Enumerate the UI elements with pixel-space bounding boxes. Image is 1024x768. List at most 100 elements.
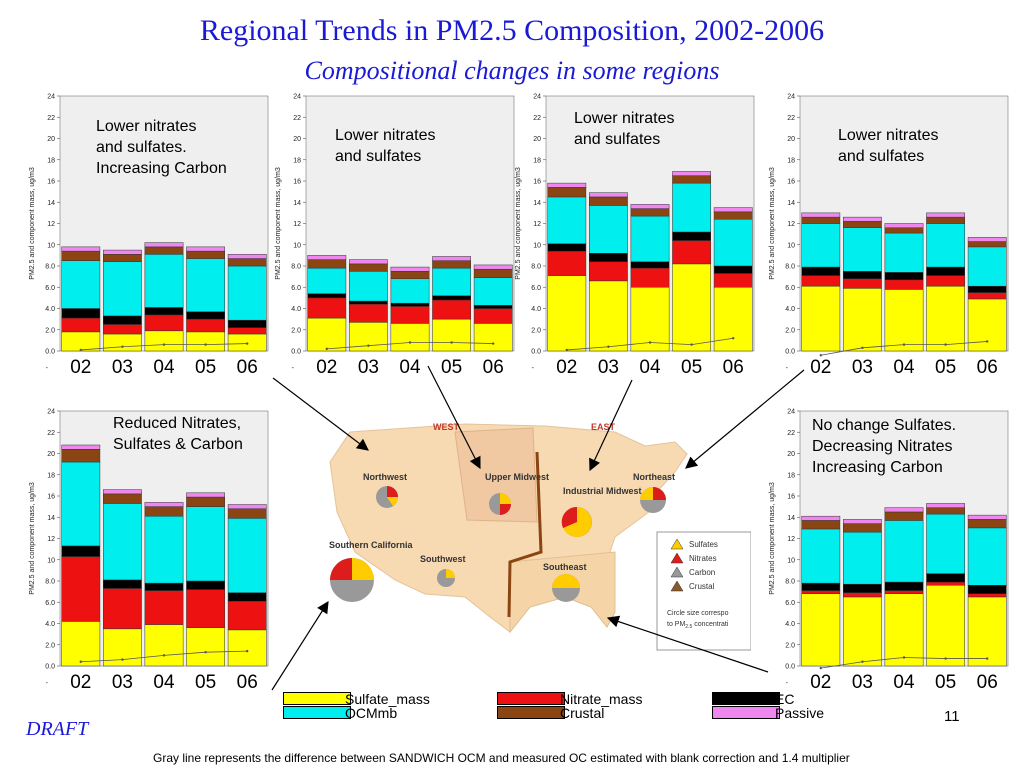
annotation-lower-left: Reduced Nitrates, Sulfates & Carbon	[113, 415, 243, 453]
chart-upper-left: 0.0 2.0 4.0 6.0 8.0 10 12 14 16 18 20 22 24 - PM2.5 an…	[29, 94, 269, 378]
y-axis-label: PM2.5 and component mass, ug/m3	[29, 482, 36, 595]
ocm-difference-point	[246, 649, 249, 653]
bar-segment-passive	[227, 254, 267, 259]
bar-segment-passive	[186, 492, 225, 498]
y-tick-label: 14	[533, 200, 541, 207]
x-tick-label: 02	[70, 357, 91, 378]
bar-segment-sulfate-mass	[884, 593, 924, 667]
bar-segment-passive	[801, 212, 841, 218]
x-tick-label: 02	[810, 672, 831, 693]
arrow-to-industrial-midwest	[589, 379, 633, 472]
y-tick-label: 16	[47, 179, 55, 186]
bar-segment-sulfate-mass	[589, 280, 628, 352]
chart-lower-right: 0.0 2.0 4.0 6.0 8.0 10 12 14 16 18 20 22 24 - PM2.5 an…	[769, 409, 1009, 693]
bar-segment-passive	[926, 212, 965, 218]
y-axis-label: PM2.5 and component mass, ug/m3	[515, 167, 522, 280]
east-west-divider	[507, 451, 543, 618]
y-tick-label: 0.0	[785, 664, 795, 671]
y-tick-label: 18	[787, 157, 795, 164]
bar-segment-sulfate-mass	[801, 593, 841, 667]
y-tick-label: 2.0	[531, 327, 541, 334]
pie-industrial-midwest	[561, 506, 592, 537]
y-tick-label: 22	[787, 430, 795, 437]
y-tick-label: 18	[293, 157, 301, 164]
ocm-difference-point	[79, 660, 82, 663]
svg-text:Sulfates: Sulfates	[689, 540, 718, 549]
ocm-difference-point	[648, 341, 652, 344]
bar-segment-nitrate-mass	[547, 250, 587, 276]
map-east-label: EAST	[591, 422, 616, 432]
y-axis-label: PM2.5 and component mass, ug/m3	[275, 167, 282, 280]
pie-northeast	[640, 487, 666, 513]
ocm-difference-point	[902, 343, 906, 346]
annotation-upper-right: Lower nitrates and sulfates	[838, 127, 939, 165]
arrow-to-northeast	[685, 369, 805, 469]
y-tick-label: 14	[787, 200, 795, 207]
ocm-difference-point	[121, 345, 124, 348]
bar-segment-passive	[926, 503, 965, 508]
bar-segment-ocmmb	[884, 520, 924, 583]
bar-segment-passive	[390, 266, 430, 272]
ocm-difference-point	[408, 341, 412, 344]
bar-segment-sulfate-mass	[967, 596, 1007, 667]
bar-segment-sulfate-mass	[843, 596, 882, 667]
y-tick-label: 24	[47, 94, 55, 101]
bar-segment-passive	[61, 246, 101, 252]
bar-segment-passive	[843, 216, 882, 222]
ocm-difference-point	[204, 650, 207, 654]
bar-segment-passive	[884, 223, 924, 228]
region-upper-midwest: Upper Midwest	[485, 472, 549, 482]
ocm-difference-point	[607, 345, 610, 348]
bar-segment-ocmmb	[843, 531, 882, 585]
x-tick-label: 04	[893, 672, 915, 693]
y-axis-label: PM2.5 and component mass, ug/m3	[29, 167, 36, 280]
y-tick-label: 16	[533, 179, 541, 186]
y-axis-dash: -	[46, 365, 49, 372]
bar-segment-sulfate-mass	[801, 285, 841, 352]
bar-segment-ocmmb	[672, 182, 711, 233]
x-tick-label: 05	[935, 672, 956, 693]
ocm-difference-point	[861, 346, 864, 350]
y-tick-label: 12	[293, 221, 301, 228]
x-tick-label: 06	[237, 357, 258, 378]
y-tick-label: 20	[47, 451, 55, 458]
y-tick-label: 20	[787, 136, 795, 143]
bar-segment-passive	[589, 192, 628, 198]
x-tick-label: 02	[810, 357, 831, 378]
bar-segment-ocmmb	[144, 515, 184, 584]
bar-segment-passive	[144, 242, 184, 248]
y-tick-label: 8.0	[291, 264, 301, 271]
bar-segment-ocmmb	[884, 232, 924, 273]
map-land	[329, 423, 688, 634]
y-tick-label: 18	[533, 157, 541, 164]
y-tick-label: 16	[293, 179, 301, 186]
x-tick-label: 03	[358, 357, 379, 378]
x-tick-label: 04	[153, 357, 175, 378]
y-tick-label: 20	[47, 136, 55, 143]
y-tick-label: 12	[47, 221, 55, 228]
pie-southwest	[437, 569, 455, 587]
svg-text:Circle size correspo: Circle size correspo	[667, 610, 729, 617]
ocm-difference-point	[565, 348, 568, 352]
bar-segment-passive	[801, 515, 841, 521]
bar-segment-passive	[103, 489, 142, 495]
chart-upper-right: 0.0 2.0 4.0 6.0 8.0 10 12 14 16 18 20 22 24 - PM2.5 an…	[769, 94, 1009, 378]
draft-label: DRAFT	[26, 718, 89, 740]
svg-text:Nitrates: Nitrates	[689, 554, 717, 563]
region-northwest: Northwest	[363, 472, 407, 482]
y-tick-label: 8.0	[45, 264, 55, 271]
bar-segment-sulfate-mass	[227, 629, 267, 667]
bar-segment-passive	[61, 444, 101, 450]
y-axis-dash: -	[292, 365, 295, 372]
y-axis-label: PM2.5 and component mass, ug/m3	[769, 167, 776, 280]
ocm-difference-point	[325, 347, 328, 351]
ocm-difference-point	[986, 340, 989, 343]
annotation-upper-mid-right: Lower nitrates and sulfates	[574, 110, 675, 148]
bar-segment-passive	[307, 255, 347, 260]
bar-segment-sulfate-mass	[672, 263, 711, 352]
ocm-difference-point	[492, 342, 495, 345]
bar-segment-passive	[473, 264, 513, 270]
bar-segment-ocmmb	[843, 227, 882, 272]
footnote: Gray line represents the difference betw…	[153, 751, 850, 765]
x-tick-label: 04	[893, 357, 915, 378]
